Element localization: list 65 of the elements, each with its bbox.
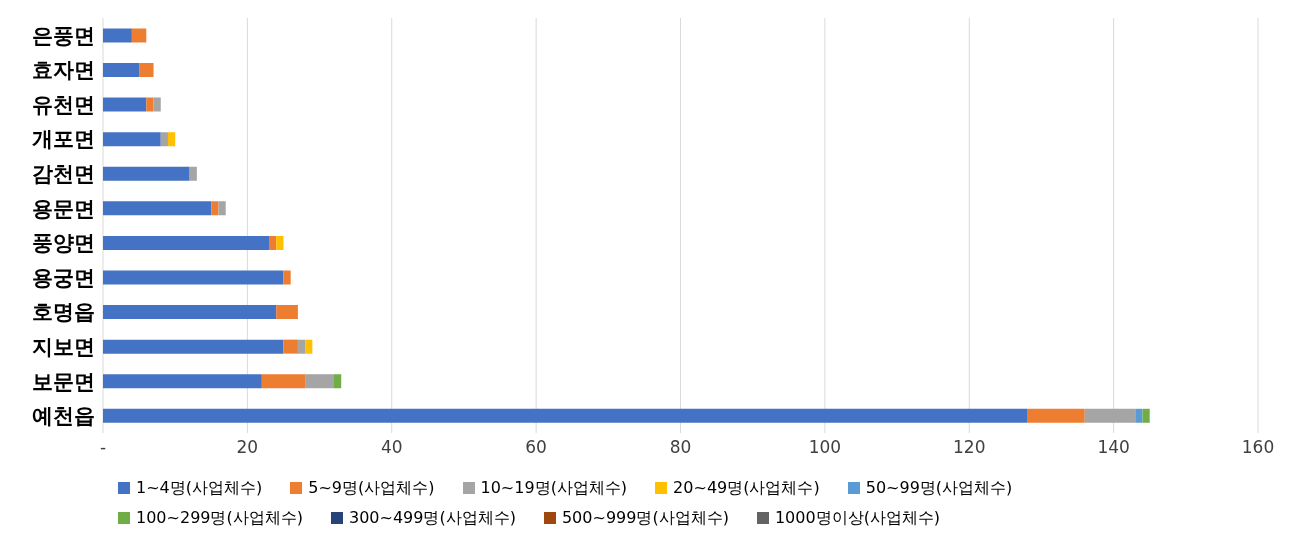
- x-tick-label: 120: [953, 437, 986, 458]
- bar: [305, 339, 313, 354]
- bar: [131, 28, 147, 43]
- x-tick-label: 100: [808, 437, 842, 458]
- bar: [103, 305, 277, 320]
- legend-label: 20~49명(사업체수): [673, 477, 820, 499]
- bar: [103, 270, 284, 285]
- bar: [261, 374, 306, 389]
- x-tick-label: 20: [236, 437, 259, 458]
- x-tick-label: 40: [380, 437, 403, 458]
- y-tick-label: 효자면: [32, 58, 95, 83]
- bar: [1142, 408, 1150, 423]
- bar: [218, 201, 226, 216]
- bar: [139, 62, 154, 77]
- bar: [103, 408, 1027, 423]
- bar: [334, 374, 342, 389]
- y-tick-label: 보문면: [32, 369, 95, 394]
- bar: [103, 132, 161, 147]
- bar: [103, 62, 140, 77]
- bar: [1135, 408, 1143, 423]
- bar: [211, 201, 219, 216]
- y-tick-label: 개포면: [32, 127, 95, 152]
- bar: [103, 166, 190, 181]
- bar: [189, 166, 197, 181]
- bar: [283, 339, 298, 354]
- y-tick-label: 감천면: [32, 162, 95, 187]
- bar: [153, 97, 161, 112]
- y-tick-label: 예천읍: [32, 404, 95, 429]
- bar: [1084, 408, 1136, 423]
- y-tick-label: 은풍면: [32, 23, 95, 48]
- y-tick-label: 용문면: [32, 196, 95, 221]
- y-tick-label: 풍양면: [32, 231, 95, 256]
- bar: [276, 235, 284, 250]
- bar: [103, 201, 212, 216]
- bar: [297, 339, 306, 354]
- bar: [103, 339, 284, 354]
- bar: [160, 132, 168, 147]
- x-tick-label: -: [99, 437, 107, 458]
- legend-label: 100~299명(사업체수): [136, 507, 303, 529]
- y-tick-label: 지보면: [32, 335, 95, 359]
- legend-label: 1~4명(사업체수): [136, 477, 263, 499]
- bar: [305, 374, 334, 389]
- legend-label: 5~9명(사업체수): [308, 477, 435, 499]
- bar: [269, 235, 277, 250]
- bar: [276, 305, 298, 320]
- bar: [1027, 408, 1085, 423]
- x-tick-label: 140: [1097, 437, 1130, 458]
- legend-label: 1000명이상(사업체수): [774, 507, 941, 529]
- bar: [103, 28, 132, 43]
- x-tick-label: 80: [669, 437, 692, 458]
- x-tick-label: 160: [1241, 437, 1275, 458]
- legend-label: 50~99명(사업체수): [865, 477, 1013, 499]
- x-tick-label: 60: [525, 437, 547, 458]
- bar: [103, 235, 270, 250]
- bar: [167, 132, 176, 147]
- bar: [283, 270, 291, 285]
- legend-label: 500~999명(사업체수): [561, 507, 729, 529]
- y-tick-label: 호명읍: [32, 300, 95, 325]
- bar: [146, 97, 154, 112]
- y-tick-label: 용궁면: [32, 265, 95, 290]
- legend-label: 10~19명(사업체수): [480, 477, 628, 499]
- legend-label: 300~499명(사업체수): [348, 507, 516, 529]
- bar: [103, 97, 147, 112]
- y-tick-label: 유천면: [32, 92, 95, 117]
- bar: [103, 374, 262, 389]
